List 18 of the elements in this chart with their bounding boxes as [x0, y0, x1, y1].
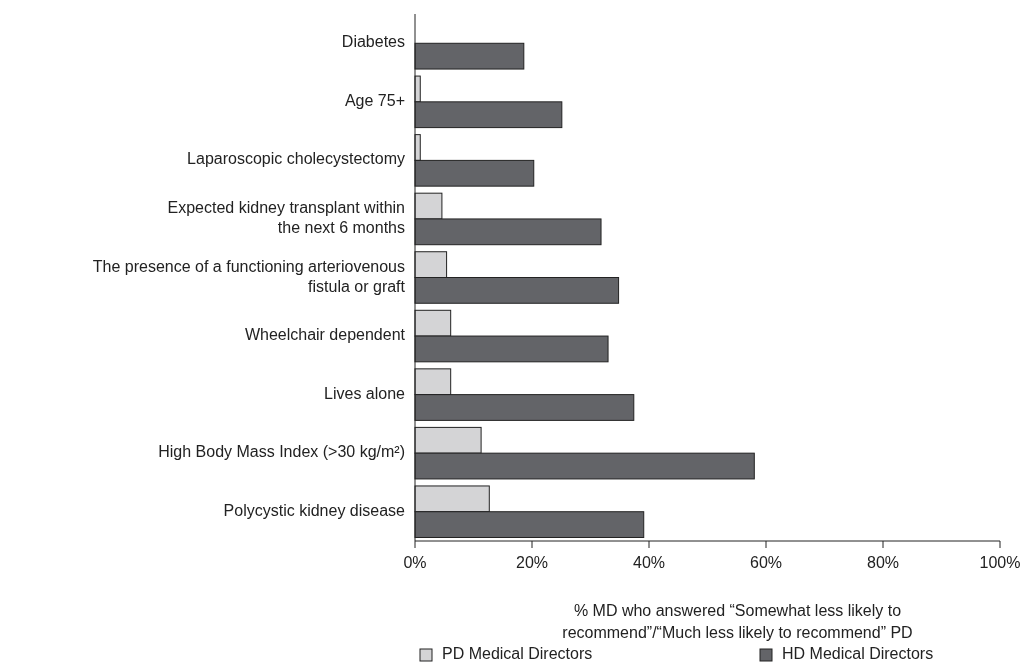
x-axis-title: % MD who answered “Somewhat less likely to recommend”/“Much less likely to recommend” PD: [562, 602, 913, 642]
y-tick-label: Age 75+: [344, 92, 405, 110]
x-tick-label: 20%: [515, 554, 549, 571]
y-tick-label: High Body Mass Index (>30 kg/m²): [158, 443, 405, 461]
x-tick-label: 0%: [403, 554, 427, 571]
y-tick-label: Wheelchair dependent: [244, 326, 406, 344]
x-tick-label: 100%: [979, 554, 1021, 571]
y-tick-label: Diabetes: [341, 33, 405, 51]
y-tick-label: The presence of a functioning arteriovenous fistula or graft: [92, 257, 406, 295]
x-tick-label: 60%: [749, 554, 783, 571]
legend-label: PD Medical Directors: [442, 645, 593, 663]
legend-label: HD Medical Directors: [782, 645, 934, 663]
x-tick-label: 80%: [866, 554, 900, 571]
y-tick-label: Polycystic kidney disease: [223, 501, 406, 519]
y-tick-label: Expected kidney transplant within the next 6 months: [167, 199, 405, 237]
y-tick-label: Lives alone: [324, 384, 406, 402]
y-tick-label: Laparoscopic cholecystectomy: [187, 150, 405, 168]
x-tick-label: 40%: [632, 554, 666, 571]
